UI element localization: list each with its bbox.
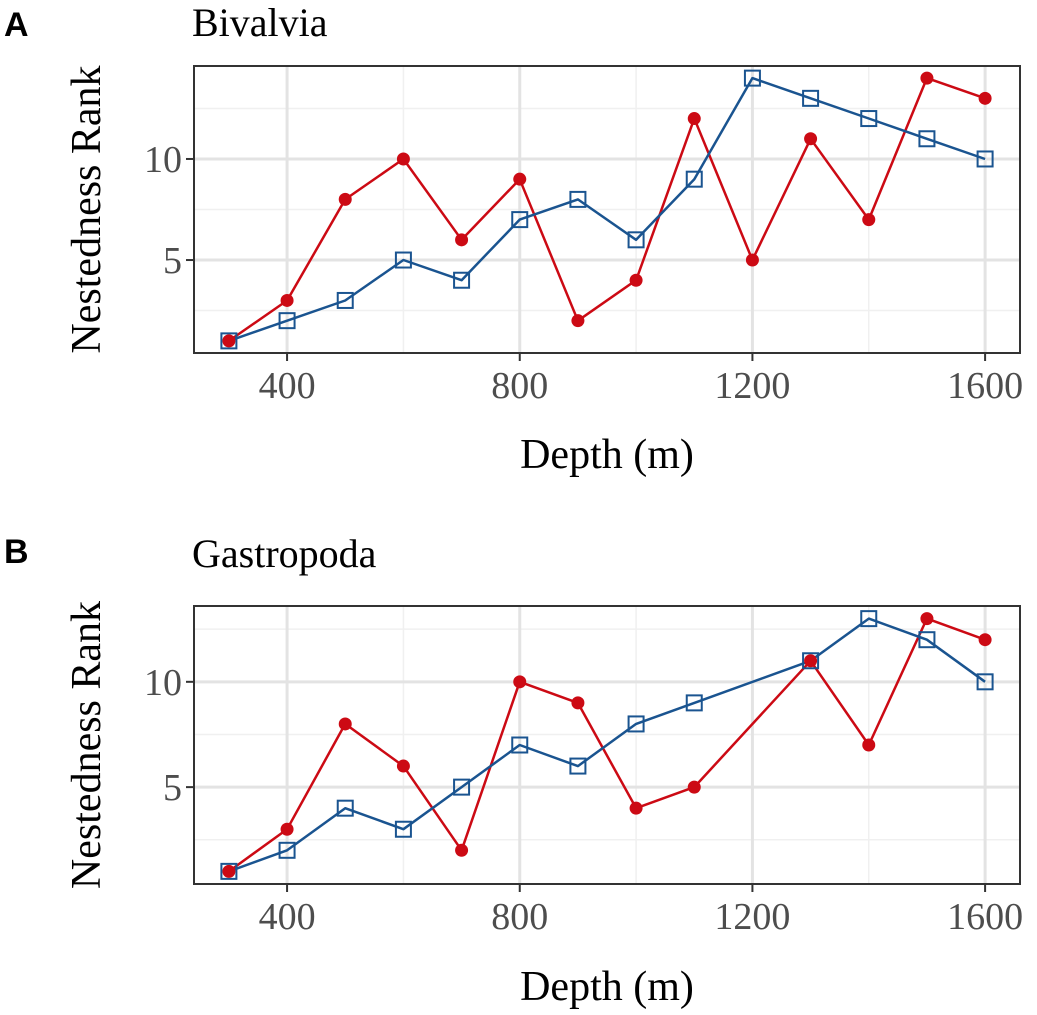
data-point-blue	[802, 652, 820, 670]
data-point-blue	[860, 110, 878, 128]
data-point-blue	[220, 862, 238, 880]
series-line-blue	[228, 76, 986, 343]
data-point-blue	[453, 271, 471, 289]
data-point-red	[455, 233, 469, 247]
x-tick-label: 400	[259, 896, 316, 938]
panel-bivalvia: A Bivalvia 400 800 1200 1600 5 10 Depth (m) N…	[4, 0, 1023, 478]
data-point-red	[745, 253, 759, 267]
data-point-red	[804, 654, 818, 668]
x-tick-label: 1600	[947, 896, 1023, 938]
x-tick-label: 800	[491, 365, 548, 407]
data-point-red	[396, 152, 410, 166]
y-tick-label: 10	[144, 139, 182, 181]
data-point-blue	[569, 757, 587, 775]
data-point-red	[222, 334, 236, 348]
data-point-red	[222, 864, 236, 878]
data-point-red	[629, 801, 643, 815]
data-point-red	[513, 172, 527, 186]
data-point-red	[571, 314, 585, 328]
series-line-red	[228, 76, 986, 342]
panel-letter: B	[4, 533, 29, 571]
data-point-red	[687, 112, 701, 126]
data-point-red	[920, 612, 934, 626]
series-line-blue	[228, 617, 986, 873]
data-point-red	[280, 293, 294, 307]
data-point-blue	[336, 799, 354, 817]
data-point-red	[338, 192, 352, 206]
plot-border	[193, 65, 1021, 354]
data-point-blue	[336, 291, 354, 309]
data-point-blue	[394, 251, 412, 269]
data-point-red	[513, 675, 527, 689]
grid	[194, 66, 1020, 353]
data-point-red	[804, 132, 818, 146]
data-point-blue	[394, 820, 412, 838]
data-point-blue	[278, 841, 296, 859]
data-point-red	[978, 91, 992, 105]
data-point-blue	[860, 610, 878, 628]
x-tick-label: 400	[259, 365, 316, 407]
data-point-red	[280, 822, 294, 836]
y-tick-label: 5	[163, 240, 182, 282]
data-point-blue	[743, 69, 761, 87]
plot-border	[193, 605, 1021, 885]
data-point-blue	[627, 715, 645, 733]
data-point-blue	[976, 150, 994, 168]
data-point-blue	[627, 231, 645, 249]
x-tick-label: 1600	[947, 365, 1023, 407]
y-tick-label: 5	[163, 767, 182, 809]
series-layer	[220, 610, 994, 880]
x-tick-label: 1200	[714, 365, 790, 407]
data-point-blue	[685, 694, 703, 712]
y-tick-label: 10	[144, 662, 182, 704]
x-tick-label: 1200	[714, 896, 790, 938]
data-point-red	[978, 633, 992, 647]
data-point-blue	[918, 631, 936, 649]
x-tick-label: 800	[491, 896, 548, 938]
data-point-blue	[569, 190, 587, 208]
panel-title: Gastropoda	[192, 531, 377, 576]
data-point-blue	[220, 332, 238, 350]
data-point-red	[920, 71, 934, 85]
data-point-blue	[685, 170, 703, 188]
data-point-red	[687, 780, 701, 794]
axis-ticks: 400 800 1200 1600 5 10	[144, 139, 1023, 407]
data-point-blue	[918, 130, 936, 148]
panel-letter: A	[4, 6, 29, 44]
axis-ticks: 400 800 1200 1600 5 10	[144, 662, 1023, 938]
data-point-red	[455, 843, 469, 857]
x-axis-title: Depth (m)	[520, 432, 694, 478]
data-point-red	[396, 759, 410, 773]
data-point-blue	[453, 778, 471, 796]
data-point-blue	[278, 312, 296, 330]
y-axis-title: Nestedness Rank	[64, 65, 110, 353]
data-point-red	[862, 213, 876, 227]
x-axis-title: Depth (m)	[520, 964, 694, 1010]
data-point-blue	[511, 736, 529, 754]
data-point-blue	[802, 89, 820, 107]
data-point-red	[862, 738, 876, 752]
data-point-red	[571, 696, 585, 710]
data-point-red	[338, 717, 352, 731]
data-point-blue	[511, 211, 529, 229]
y-axis-title: Nestedness Rank	[64, 601, 110, 889]
series-layer	[220, 69, 994, 350]
panel-gastropoda: B Gastropoda 400 800 1200 1600 5 10 Depth (m)…	[4, 531, 1023, 1010]
data-point-red	[629, 273, 643, 287]
panel-title: Bivalvia	[192, 0, 328, 45]
data-point-blue	[976, 673, 994, 691]
